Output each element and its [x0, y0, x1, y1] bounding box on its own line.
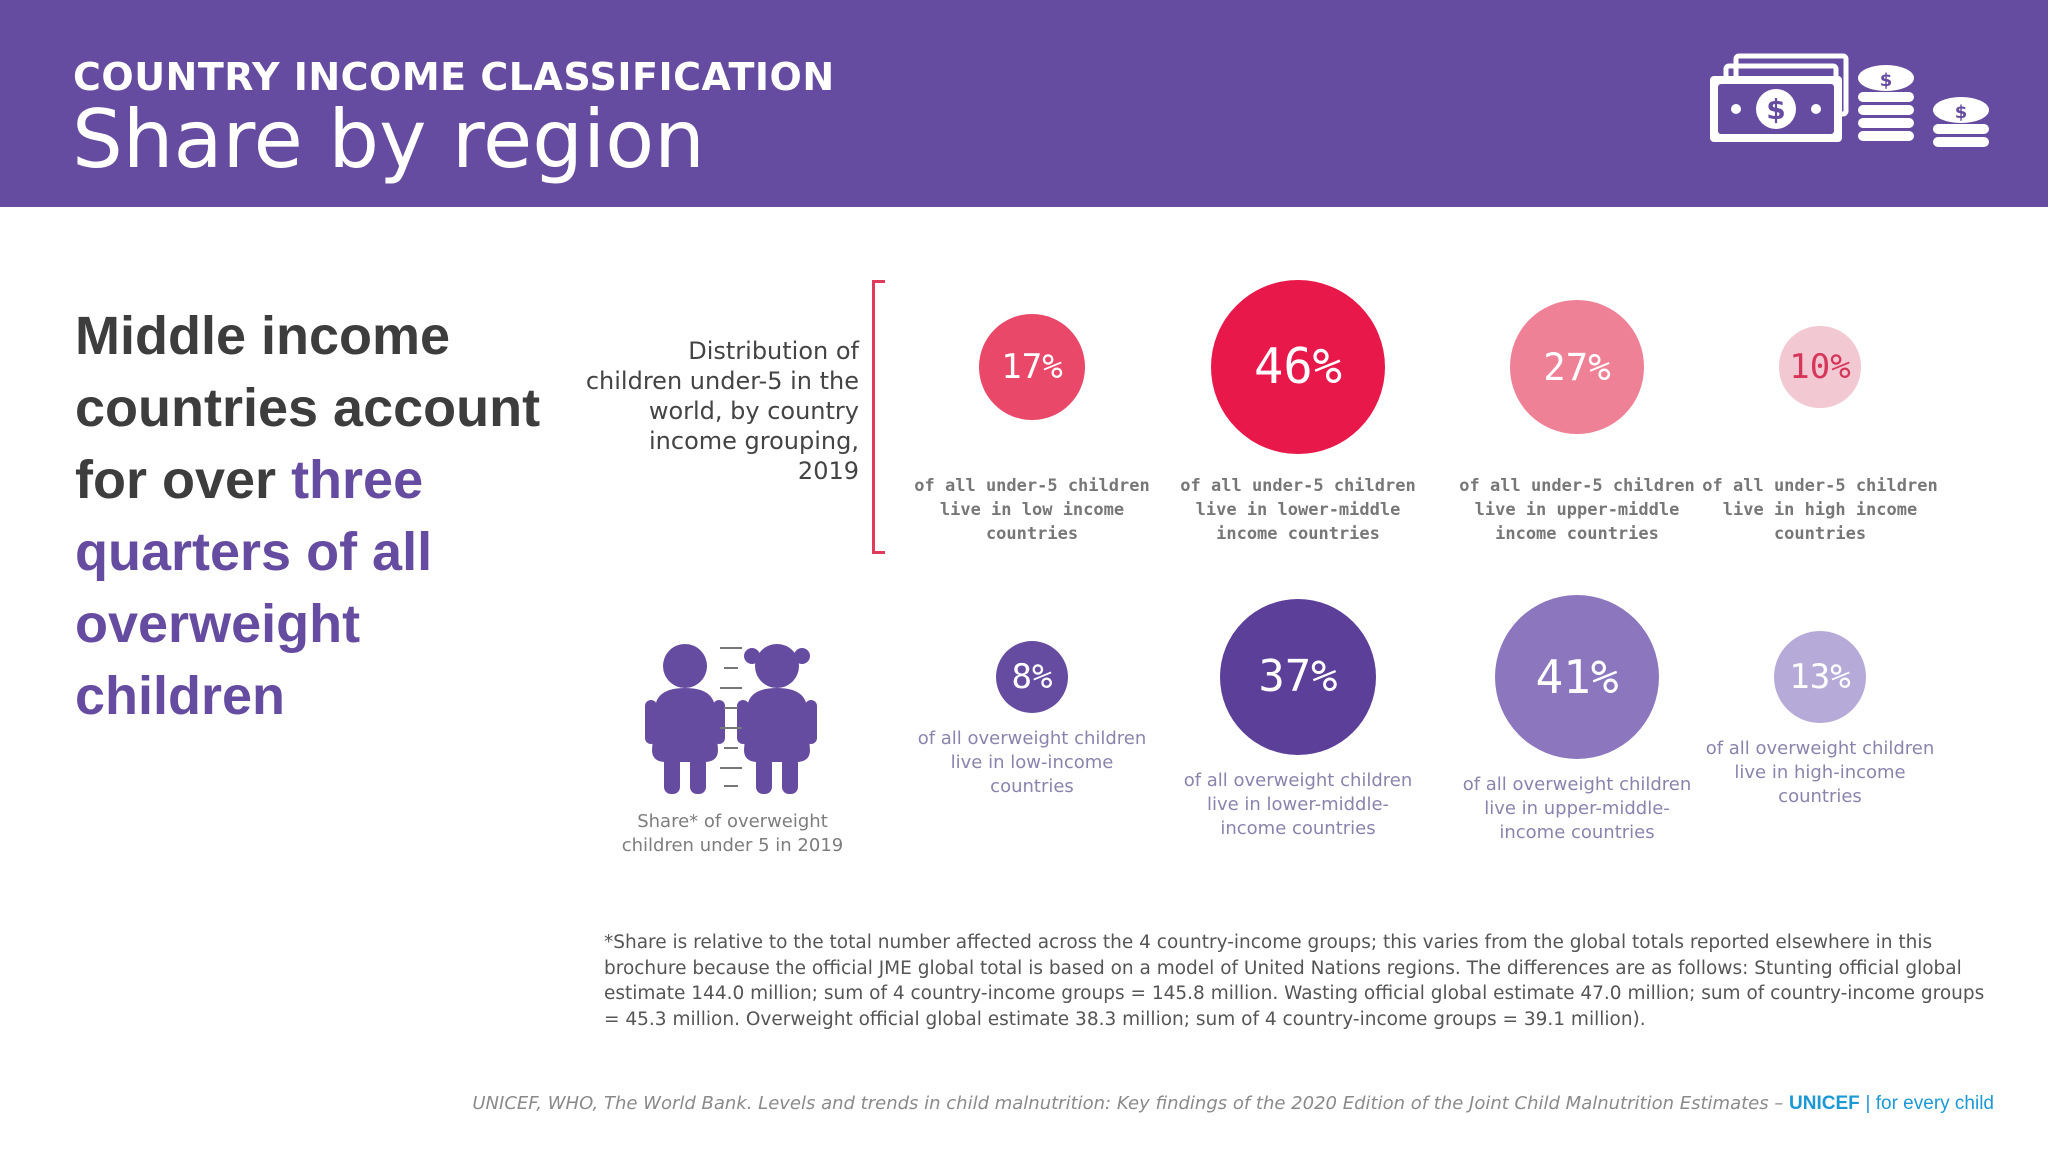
key-message: Middle income countries account for over… — [75, 300, 555, 732]
overweight-bubble-4: 13% — [1773, 630, 1867, 724]
under5-bubble-4: 10% — [1779, 326, 1861, 408]
overweight-label: Share* of overweight children under 5 in… — [621, 811, 844, 856]
overweight-children-icon — [645, 644, 817, 794]
under5-bubble-1: 17% — [979, 314, 1085, 420]
overweight-caption-3: of all overweight children live in upper… — [1462, 774, 1692, 844]
overweight-caption-4: of all overweight children live in high-… — [1705, 738, 1935, 808]
svg-text:$: $ — [1766, 93, 1785, 126]
under5-caption-2: of all under-5 children live in lower-mi… — [1180, 476, 1416, 544]
bracket-divider — [872, 280, 885, 554]
overweight-caption-2: of all overweight children live in lower… — [1183, 770, 1413, 840]
key-message-highlight: three quarters of all overweight childre… — [75, 450, 433, 726]
source-citation: UNICEF, WHO, The World Bank. Levels and … — [472, 1093, 1994, 1115]
footnote: *Share is relative to the total number a… — [604, 932, 1985, 1030]
key-message-text: Middle income countries account for over — [75, 306, 541, 510]
header-banner: COUNTRY INCOME CLASSIFICATION Share by r… — [0, 0, 2048, 207]
distribution-label: Distribution of children under-5 in the … — [585, 337, 859, 485]
under5-bubble-2: 46% — [1211, 280, 1385, 454]
overweight-caption-1: of all overweight children live in low-i… — [917, 728, 1147, 798]
under5-bubble-3: 27% — [1510, 300, 1644, 434]
overweight-bubble-2: 37% — [1219, 598, 1377, 756]
money-and-coins-icon: $ $ $ — [1710, 53, 1989, 147]
svg-text:$: $ — [1955, 102, 1968, 123]
under5-caption-3: of all under-5 children live in upper-mi… — [1459, 476, 1695, 544]
unicef-brand: UNICEF — [1789, 1093, 1860, 1114]
overweight-bubble-1: 8% — [995, 640, 1069, 714]
overweight-bubble-3: 41% — [1494, 594, 1660, 760]
under5-caption-4: of all under-5 children live in high inc… — [1702, 476, 1938, 544]
svg-text:$: $ — [1880, 70, 1893, 91]
section-kicker: COUNTRY INCOME CLASSIFICATION — [73, 55, 835, 99]
page-title: Share by region — [72, 93, 705, 186]
citation-text: UNICEF, WHO, The World Bank. Levels and … — [472, 1093, 1790, 1114]
under5-caption-1: of all under-5 children live in low inco… — [914, 476, 1150, 544]
unicef-tagline: | for every child — [1865, 1093, 1994, 1114]
